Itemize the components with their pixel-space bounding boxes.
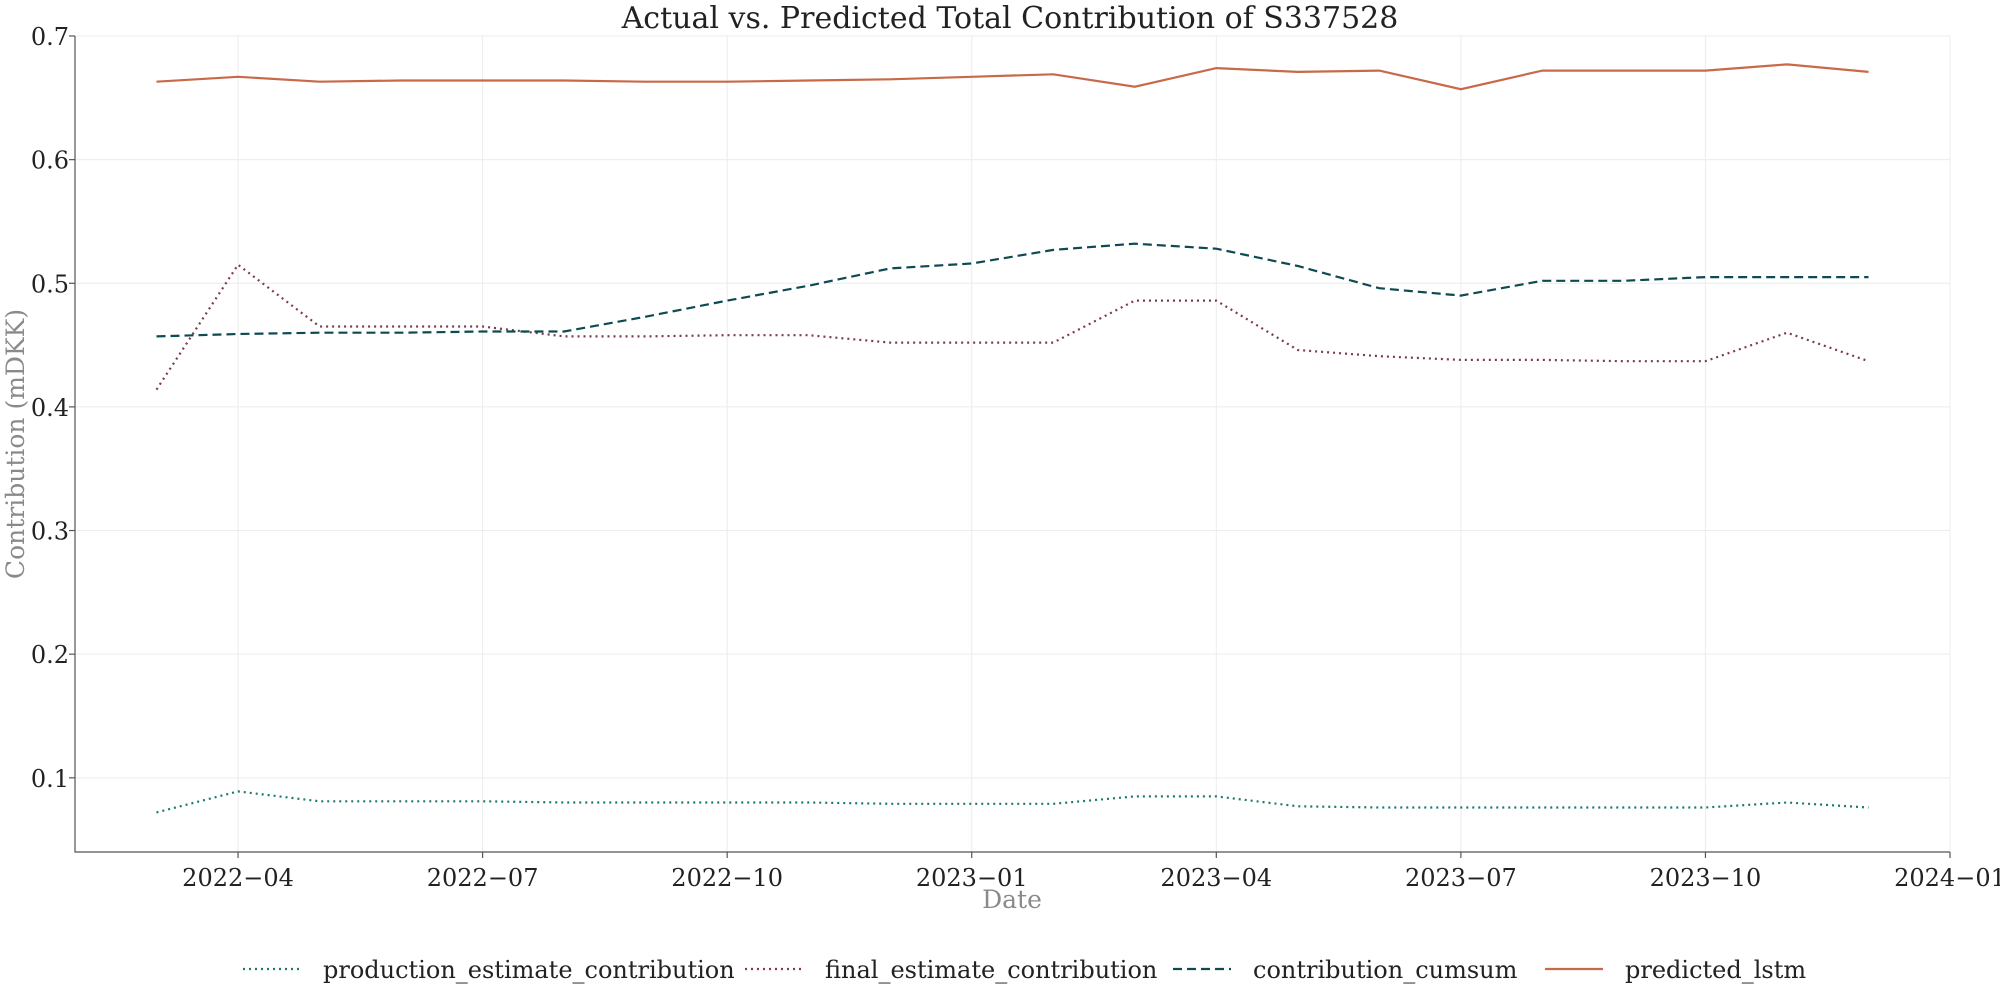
y-tick-label: 0.6: [31, 147, 69, 175]
x-tick-label: 2022−04: [182, 864, 294, 892]
legend-label: production_estimate_contribution: [323, 956, 735, 984]
series-line-production-estimate-contribution: [156, 790, 1869, 814]
x-axis-label: Date: [982, 885, 1042, 914]
series-line-predicted-lstm: [156, 63, 1869, 91]
y-tick-label: 0.5: [31, 270, 69, 298]
y-tick-label: 0.4: [31, 394, 69, 422]
y-axis-label: Contribution (mDKK): [1, 309, 30, 579]
legend-label: contribution_cumsum: [1253, 956, 1518, 984]
y-tick-label: 0.3: [31, 518, 69, 546]
x-tick-label: 2024−01: [1894, 864, 2000, 892]
x-tick-label: 2023−04: [1160, 864, 1272, 892]
y-tick-label: 0.1: [31, 765, 69, 793]
grid: [75, 35, 1951, 852]
x-tick-label: 2022−07: [427, 864, 539, 892]
series-line-contribution-cumsum: [156, 242, 1869, 338]
legend-label: final_estimate_contribution: [825, 956, 1157, 984]
y-axis-ticks: 0.1 0.2 0.3 0.4 0.5 0.6 0.7: [31, 23, 75, 793]
x-axis-ticks: 2022−04 2022−07 2022−10 2023−01 2023−04 2023−…: [182, 852, 2000, 892]
series-lines: [155, 63, 1869, 814]
axes: [74, 36, 1950, 853]
x-tick-label: 2023−07: [1405, 864, 1517, 892]
chart-title: Actual vs. Predicted Total Contribution …: [621, 1, 1399, 36]
y-tick-label: 0.2: [31, 641, 69, 669]
y-tick-label: 0.7: [31, 23, 69, 51]
axis-spines: [74, 36, 1950, 853]
x-tick-label: 2023−10: [1650, 864, 1762, 892]
x-tick-label: 2022−10: [671, 864, 783, 892]
legend-label: predicted_lstm: [1625, 956, 1806, 984]
legend: production_estimate_contribution final_es…: [243, 956, 1806, 984]
series-line-final-estimate-contribution: [155, 263, 1869, 391]
x-tick-label: 2023−01: [916, 864, 1028, 892]
